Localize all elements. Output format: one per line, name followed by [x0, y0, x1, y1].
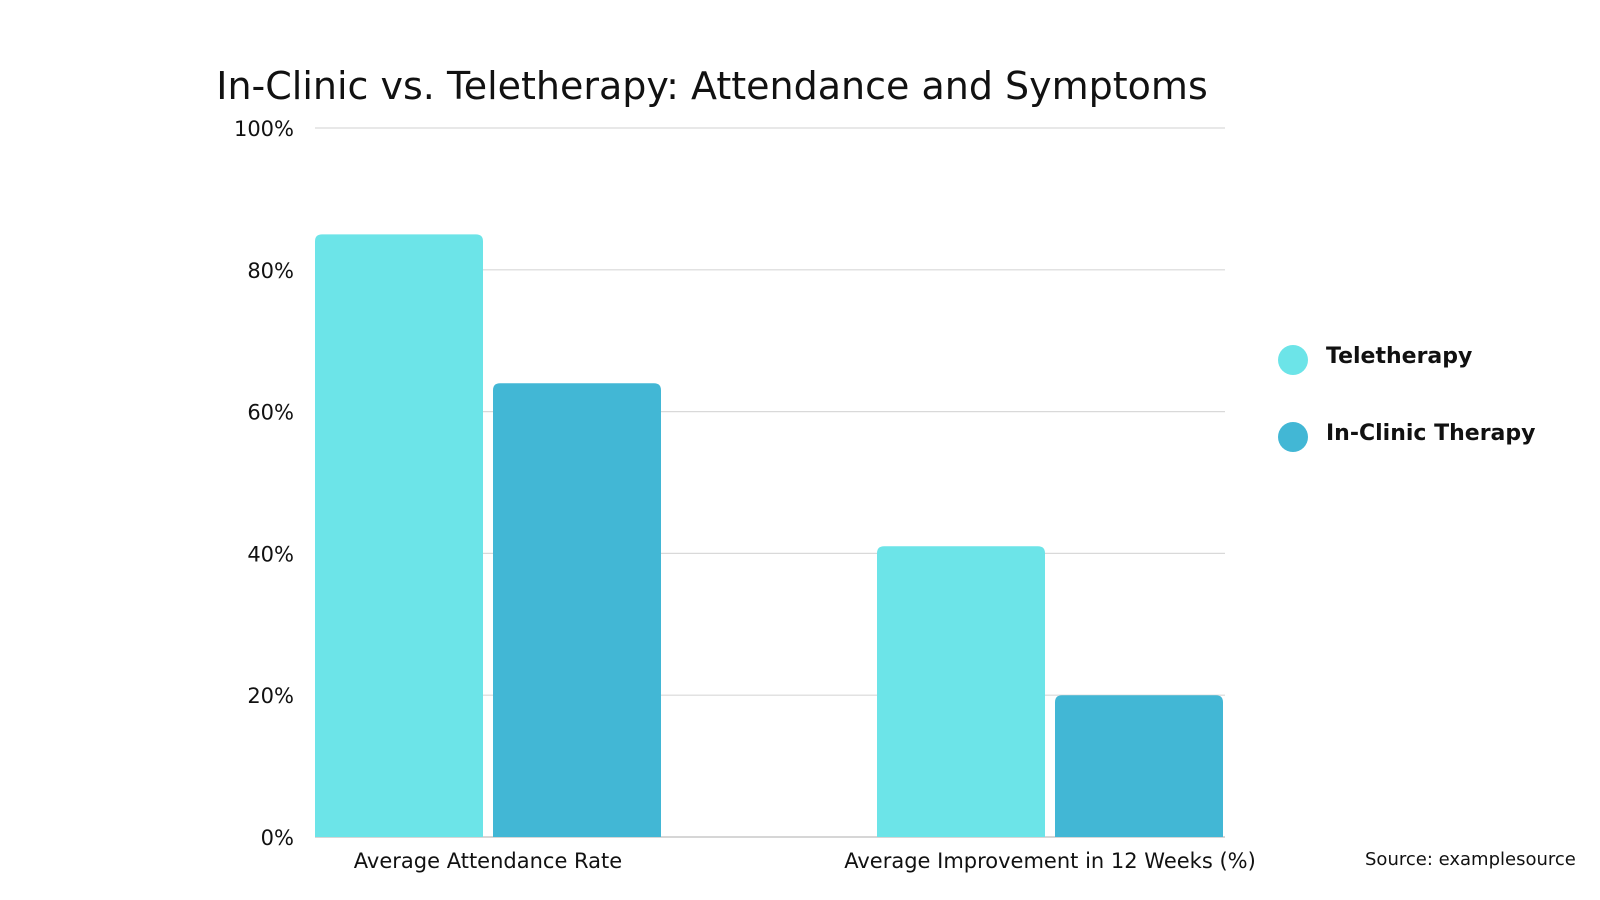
chart-title: In-Clinic vs. Teletherapy: Attendance an… — [216, 64, 1208, 108]
source-note: Source: examplesource — [1365, 849, 1576, 870]
y-tick-label: 40% — [247, 542, 294, 566]
bar — [493, 383, 661, 837]
legend-swatch — [1278, 345, 1308, 375]
legend-label: Teletherapy — [1326, 344, 1472, 369]
bars — [315, 234, 1223, 838]
y-tick-label: 60% — [247, 401, 294, 425]
y-tick-label: 80% — [247, 259, 294, 283]
y-tick-label: 100% — [234, 117, 294, 141]
y-axis-ticks: 0% 20% 40% 60% 80% 100% — [234, 117, 294, 850]
bar — [1055, 695, 1223, 837]
y-tick-label: 20% — [247, 684, 294, 708]
bar — [877, 546, 1045, 837]
y-tick-label: 0% — [261, 826, 294, 850]
bar — [315, 234, 483, 838]
legend-swatch — [1278, 422, 1308, 452]
x-category-label: Average Attendance Rate — [354, 849, 622, 873]
legend-label: In-Clinic Therapy — [1326, 421, 1535, 446]
x-axis-categories: Average Attendance Rate Average Improveme… — [354, 849, 1256, 873]
x-category-label: Average Improvement in 12 Weeks (%) — [844, 849, 1256, 873]
legend: Teletherapy In-Clinic Therapy — [1278, 344, 1535, 452]
